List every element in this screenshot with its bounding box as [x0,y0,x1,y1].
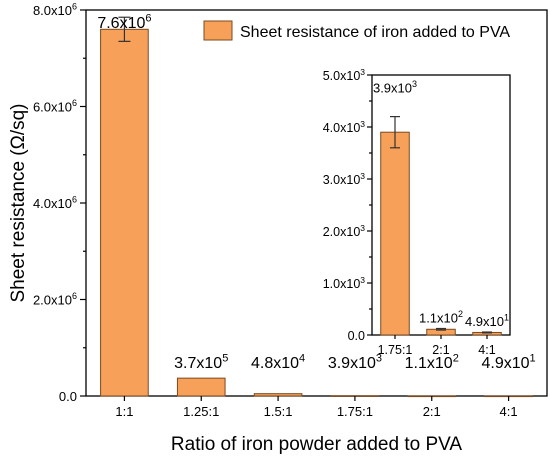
y-axis-title: Sheet resistance (Ω/sq) [8,103,29,302]
bar-1.25:1 [176,377,226,397]
data-label: 7.6x106 [97,12,151,32]
data-label-base: 4.8x10 [251,355,299,372]
inset-data-label-exp: 1 [504,313,509,323]
data-label-exp: 3 [376,352,382,364]
inset-x-tick-label: 2:1 [432,343,449,357]
inset-data-label-exp: 3 [412,79,417,89]
inset-y-tick-label-exp: 3 [360,67,365,77]
inset-data-label-base: 3.9x10 [373,81,412,96]
y-tick-label-exp: 6 [72,195,77,205]
legend: Sheet resistance of iron added to PVA [203,20,510,41]
inset-y-tick-label-base: 2.0x10 [323,225,361,239]
inset-y-tick-label: 2.0x103 [323,223,366,239]
legend-label: Sheet resistance of iron added to PVA [240,24,510,41]
inset-bar-1.75:1 [380,131,410,336]
x-tick-label: 2:1 [423,404,441,419]
inset-y-tick-label-base: 3.0x10 [323,173,361,187]
data-label-base: 3.7x10 [174,355,222,372]
y-tick-label-exp: 6 [72,2,77,12]
y-tick-label: 6.0x106 [33,98,77,114]
y-tick-label-exp: 6 [72,291,77,301]
bar-1:1 [100,28,149,397]
legend-swatch [203,20,233,41]
inset-data-label: 3.9x103 [373,79,417,95]
x-tick-label: 1:1 [115,404,133,419]
inset-y-tick-label: 0.0 [348,329,365,343]
data-label: 1.1x102 [405,352,459,372]
y-tick-label: 2.0x106 [33,291,77,307]
bar-1.5:1 [253,393,303,397]
inset-y-tick-label: 3.0x103 [323,171,366,187]
inset-data-label-exp: 2 [458,309,463,319]
x-tick-label: 4:1 [500,404,518,419]
data-label-exp: 5 [222,352,228,364]
data-label-base: 7.6x10 [97,15,145,32]
x-axis-title: Ratio of iron powder added to PVA [171,434,462,455]
x-tick-label: 1.25:1 [183,404,219,419]
y-tick-label-base: 8.0x10 [33,3,72,18]
inset-y-tick-label-exp: 3 [360,171,365,181]
y-tick-label-base: 2.0x10 [33,293,72,308]
inset-y-tick-label-base: 5.0x10 [323,69,361,83]
y-tick-label: 0.0 [59,389,77,404]
inset-x-tick-label: 4:1 [478,343,495,357]
inset-data-label-base: 1.1x10 [419,311,458,326]
data-label: 4.8x104 [251,352,305,372]
data-label: 3.7x105 [174,352,228,372]
data-label-base: 1.1x10 [405,355,453,372]
inset-x-tick-label: 1.75:1 [378,343,413,357]
inset-plot: 0.01.0x1032.0x1033.0x1034.0x1035.0x1033.… [323,67,511,357]
inset-y-tick-label: 1.0x103 [323,275,366,291]
main-plot-frame [85,9,548,397]
data-label-exp: 1 [530,352,536,364]
data-label-exp: 6 [145,12,151,24]
inset-y-tick-label-base: 4.0x10 [323,121,361,135]
inset-y-tick-label: 5.0x103 [323,67,366,83]
y-tick-label-base: 4.0x10 [33,196,72,211]
main-plot: 0.02.0x1064.0x1066.0x1068.0x1067.6x1061:… [8,2,548,455]
data-label-exp: 4 [299,352,305,364]
inset-y-tick-label-exp: 3 [360,119,365,129]
inset-y-tick-label-base: 0.0 [348,329,365,343]
y-tick-label-exp: 6 [72,98,77,108]
y-tick-label-base: 6.0x10 [33,100,72,115]
inset-y-tick-label-exp: 3 [360,275,365,285]
inset-y-tick-label-exp: 3 [360,223,365,233]
x-tick-label: 1.75:1 [337,404,373,419]
inset-data-label-base: 4.9x10 [465,314,504,329]
data-label-base: 4.9x10 [481,355,529,372]
data-label: 3.9x103 [328,352,382,372]
inset-y-tick-label: 4.0x103 [323,119,366,135]
data-label: 4.9x101 [481,352,535,372]
inset-y-tick-label-base: 1.0x10 [323,277,361,291]
y-tick-label: 8.0x106 [33,2,77,18]
data-label-exp: 2 [453,352,459,364]
x-tick-label: 1.5:1 [264,404,293,419]
inset-data-label: 1.1x102 [419,309,463,325]
y-tick-label: 4.0x106 [33,195,77,211]
data-label-base: 3.9x10 [328,355,376,372]
inset-data-label: 4.9x101 [465,313,509,329]
y-tick-label-base: 0.0 [59,389,77,404]
